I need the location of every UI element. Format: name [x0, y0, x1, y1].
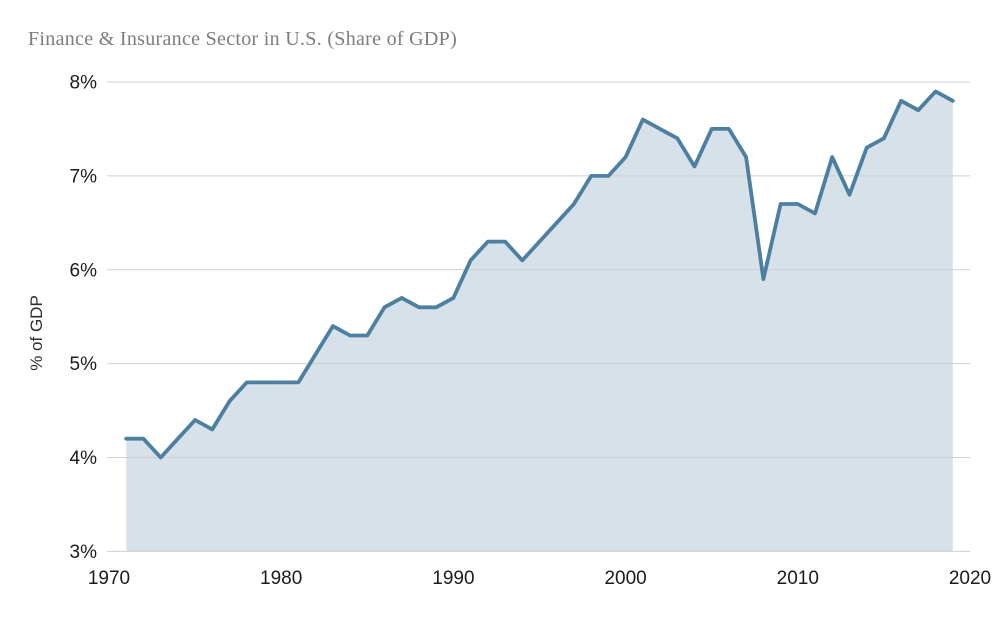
y-tick-label: 8%	[70, 73, 98, 94]
area-fill	[126, 91, 953, 552]
x-tick-label: 2010	[777, 568, 819, 589]
chart-title: Finance & Insurance Sector in U.S. (Shar…	[28, 28, 458, 50]
x-tick-label: 2020	[949, 568, 991, 589]
y-tick-label: 6%	[70, 260, 98, 281]
y-tick-label: 3%	[70, 542, 98, 563]
x-tick-label: 1970	[88, 568, 130, 589]
x-tick-label: 1980	[260, 568, 302, 589]
y-tick-label: 7%	[70, 166, 98, 187]
y-tick-label: 4%	[70, 448, 98, 469]
y-tick-label: 5%	[70, 354, 98, 375]
x-tick-label: 2000	[604, 568, 646, 589]
x-tick-label: 1990	[432, 568, 474, 589]
line-series	[124, 89, 955, 460]
